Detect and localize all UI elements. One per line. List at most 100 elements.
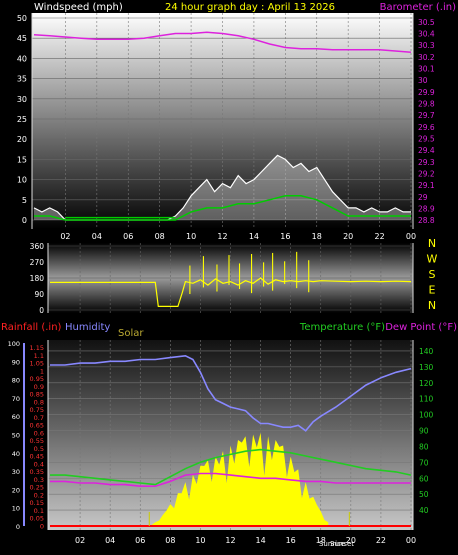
humidity-tick-label: 80 [12,377,20,385]
rainfall-tick-label: 0.4 [34,460,44,468]
temperature-tick-label: 80 [419,442,429,451]
panel1-x-tick-label: 10 [186,232,196,241]
barometer-tick-label: 30.4 [418,30,435,39]
panel2-axes: 0 90 180 270 360 [30,242,414,315]
humidity-tick-label: 50 [12,432,20,440]
barometer-tick-label: 29.2 [418,170,435,179]
temperature-tick-label: 70 [419,458,429,467]
rainfall-tick-label: 0.1 [34,507,44,515]
solar-area [147,432,329,526]
barometer-tick-label: 30.2 [418,53,435,62]
compass-letter: W [427,253,438,266]
temperature-tick-label: 140 [419,347,434,356]
windspeed-tick-label: 10 [17,176,27,185]
barometer-tick-label: 29.8 [418,100,435,109]
barometer-tick-label: 29.1 [418,181,435,190]
panel1-x-tick-label: 02 [60,232,70,241]
rainfall-tick-label: 0.15 [30,499,44,507]
rainfall-tick-label: 0.85 [30,391,44,399]
barometer-tick-label: 30 [418,76,428,85]
panel3-x-tick-label: 04 [105,536,115,545]
rainfall-tick-label: 0.65 [30,422,44,430]
rainfall-tick-label: 0.5 [34,445,44,453]
panel1-x-tick-label: 20 [343,232,353,241]
dewpoint-axis-title: Dew Point (°F) [385,322,457,333]
chart-title: 24 hour graph day : April 13 2026 [165,2,335,13]
panel1-grid [32,13,413,229]
direction-tick-label: 0 [39,306,44,315]
temperature-tick-label: 90 [419,427,429,436]
panel1-x-tick-label: 22 [374,232,384,241]
panel1-x-tick-label: 12 [217,232,227,241]
barometer-tick-label: 28.9 [418,205,435,214]
compass-letter: N [428,237,436,250]
rainfall-tick-label: 0.75 [30,406,44,414]
rainfall-tick-label: 0 [40,523,44,531]
temp-humidity-panel: 4050607080901001101201301400102030405060… [1,322,457,548]
humidity-tick-label: 90 [12,358,20,366]
windspeed-tick-label: 5 [22,196,27,205]
barometer-axis-title: Barometer (.in) [380,2,456,13]
humidity-axis-title: Humidity [65,322,110,333]
barometer-tick-label: 30.5 [418,18,435,27]
humidity-tick-label: 10 [12,505,20,513]
wind-barometer-panel: 0 5 10 15 20 25 30 35 40 45 50 28.8 28.9 29 29.1 29.2 29… [17,2,456,241]
humidity-line [50,354,412,432]
windspeed-tick-label: 15 [17,155,27,164]
windspeed-tick-label: 0 [22,216,27,225]
panel3-x-tick-label: 02 [75,536,85,545]
panel2-series [50,251,412,307]
rainfall-tick-label: 0.6 [34,429,44,437]
humidity-tick-label: 100 [8,340,20,348]
rainfall-tick-label: 0.95 [30,375,44,383]
windspeed-tick-label: 25 [17,115,27,124]
barometer-tick-label: 30.3 [418,41,435,50]
solar-axis-title: Solar [118,328,144,339]
humidity-tick-label: 20 [12,486,20,494]
rainfall-axis-title: Rainfall (.in) [1,322,62,333]
temperature-tick-label: 40 [419,506,429,515]
sunset-label: Sunset [330,540,354,548]
rainfall-tick-label: 1.1 [34,352,44,360]
temperature-tick-label: 120 [419,379,434,388]
compass-letter: S [429,268,436,281]
rainfall-tick-label: 1.05 [30,360,44,368]
rainfall-tick-label: 0.9 [34,383,44,391]
panel3-axes: 4050607080901001101201301400102030405060… [8,340,434,545]
windspeed-tick-label: 40 [17,54,27,63]
temperature-tick-label: 100 [419,411,434,420]
direction-tick-label: 360 [30,242,45,251]
windspeed-area [34,155,411,220]
windspeed-tick-label: 20 [17,135,27,144]
humidity-tick-label: 60 [12,413,20,421]
rainfall-tick-label: 0.35 [30,468,44,476]
humidity-tick-label: 70 [12,395,20,403]
rainfall-tick-label: 1.15 [30,344,44,352]
sunrise-label: Sunrise [319,540,345,548]
windspeed-tick-label: 35 [17,75,27,84]
panel3-x-tick-label: 08 [165,536,175,545]
barometer-tick-label: 29.6 [418,123,435,132]
panel1-x-tick-label: 06 [123,232,133,241]
panel3-x-tick-label: 10 [195,536,205,545]
compass-letter: E [429,284,436,297]
direction-tick-label: 90 [34,290,44,299]
panel3-x-tick-label: 00 [406,536,416,545]
temperature-tick-label: 130 [419,363,434,372]
barometer-tick-label: 28.8 [418,216,435,225]
rainfall-tick-label: 0.05 [30,515,44,523]
panel1-x-tick-label: 16 [280,232,290,241]
temperature-tick-label: 110 [419,395,434,404]
dewpoint-line [50,472,411,487]
barometer-tick-label: 29 [418,193,428,202]
temperature-tick-label: 50 [419,490,429,499]
rainfall-tick-label: 0.7 [34,414,44,422]
humidity-tick-label: 0 [16,523,20,531]
panel3-x-tick-label: 20 [346,536,356,545]
panel1-x-tick-label: 14 [249,232,259,241]
barometer-tick-label: 29.5 [418,135,435,144]
rainfall-tick-label: 0.2 [34,491,44,499]
humidity-tick-label: 30 [12,468,20,476]
